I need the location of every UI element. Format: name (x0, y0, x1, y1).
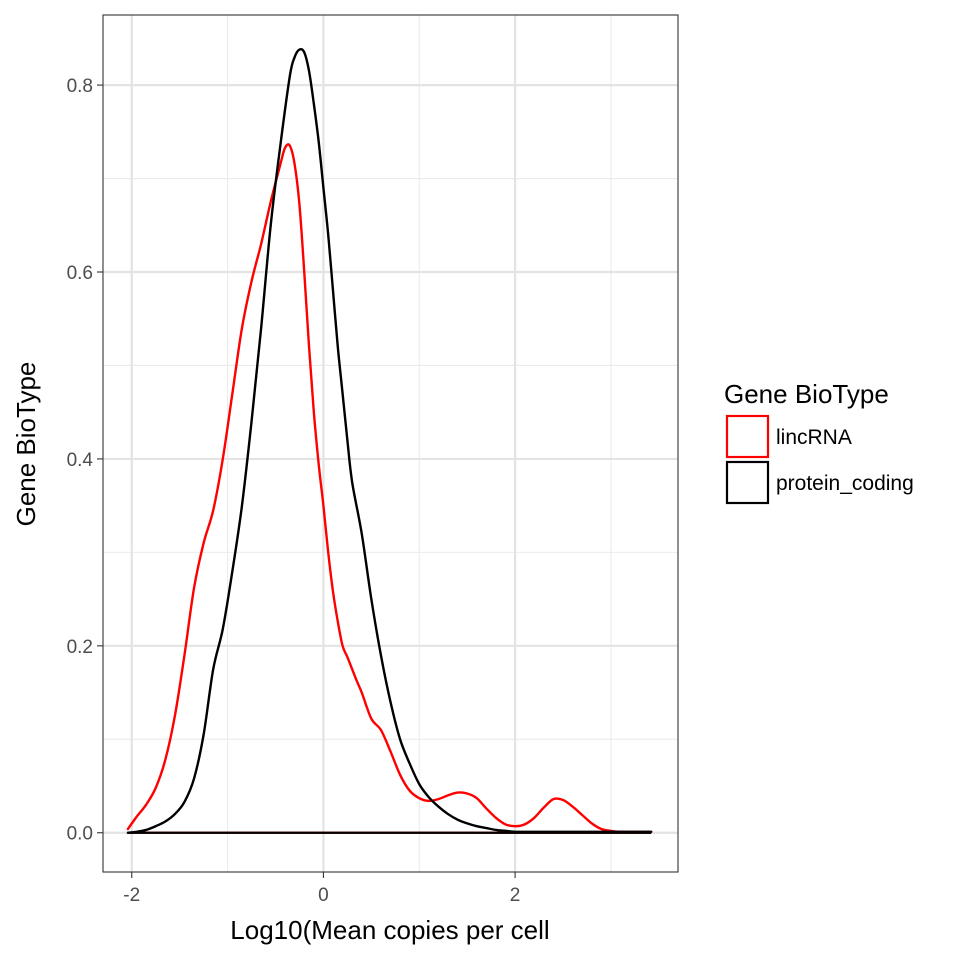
legend-label-lincRNA: lincRNA (776, 426, 852, 449)
y-tick-label: 0.0 (67, 824, 93, 845)
x-tick-label: 0 (318, 885, 329, 906)
legend: Gene BioType lincRNA protein_coding (724, 379, 914, 505)
legend-label-protein_coding: protein_coding (776, 472, 914, 495)
y-axis-title: Gene BioType (11, 362, 41, 527)
series-line-lincRNA (126, 143, 653, 834)
x-axis-title: Log10(Mean copies per cell (230, 915, 549, 945)
y-tick-label: 0.4 (67, 450, 94, 471)
y-tick-label: 0.6 (67, 263, 93, 284)
minor-gridlines (103, 15, 678, 872)
x-tick-label: -2 (123, 885, 140, 906)
series-line-protein_coding (126, 47, 653, 834)
x-tick-label: 2 (510, 885, 521, 906)
y-tick-label: 0.2 (67, 637, 93, 658)
legend-key-protein_coding (725, 460, 770, 505)
series-lines (126, 47, 653, 834)
panel-border (102, 14, 679, 873)
legend-key-lincRNA (725, 414, 770, 459)
y-axis-ticks: 0.0 0.2 0.4 0.6 0.8 (67, 76, 103, 845)
y-tick-label: 0.8 (67, 76, 93, 97)
legend-keys: lincRNA protein_coding (725, 414, 914, 505)
x-axis-ticks: -2 0 2 (123, 872, 520, 906)
legend-title: Gene BioType (724, 379, 889, 409)
